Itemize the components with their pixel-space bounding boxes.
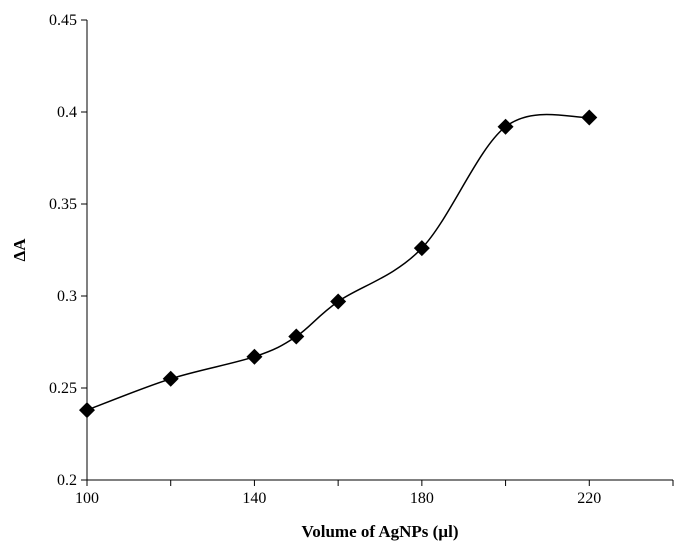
y-tick-label: 0.2 — [57, 472, 77, 489]
data-point — [288, 328, 305, 345]
data-point — [330, 293, 347, 310]
plot-frame — [86, 20, 673, 481]
y-axis-ticks: 0.2 0.25 0.3 0.35 0.4 0.45 — [49, 12, 87, 489]
y-axis-title: ΔA — [10, 238, 29, 262]
data-point — [413, 240, 430, 257]
y-tick-label: 0.35 — [49, 196, 77, 213]
data-point — [79, 402, 95, 419]
data-point — [162, 370, 179, 387]
x-tick-label: 100 — [75, 490, 99, 507]
y-tick-label: 0.4 — [57, 104, 77, 121]
x-tick-label: 180 — [410, 490, 434, 507]
series-markers — [79, 109, 598, 419]
y-tick-label: 0.25 — [49, 380, 77, 397]
x-tick-label: 140 — [242, 490, 266, 507]
series-curve — [86, 113, 590, 411]
data-point — [246, 348, 263, 365]
y-tick-label: 0.3 — [57, 288, 77, 305]
y-tick-label: 0.45 — [49, 12, 77, 29]
x-axis-title: Volume of AgNPs (µl) — [302, 522, 459, 541]
data-point — [497, 118, 514, 135]
x-tick-label: 220 — [577, 490, 601, 507]
x-axis-ticks: 100 140 180 220 — [75, 480, 674, 507]
data-point — [581, 109, 598, 126]
